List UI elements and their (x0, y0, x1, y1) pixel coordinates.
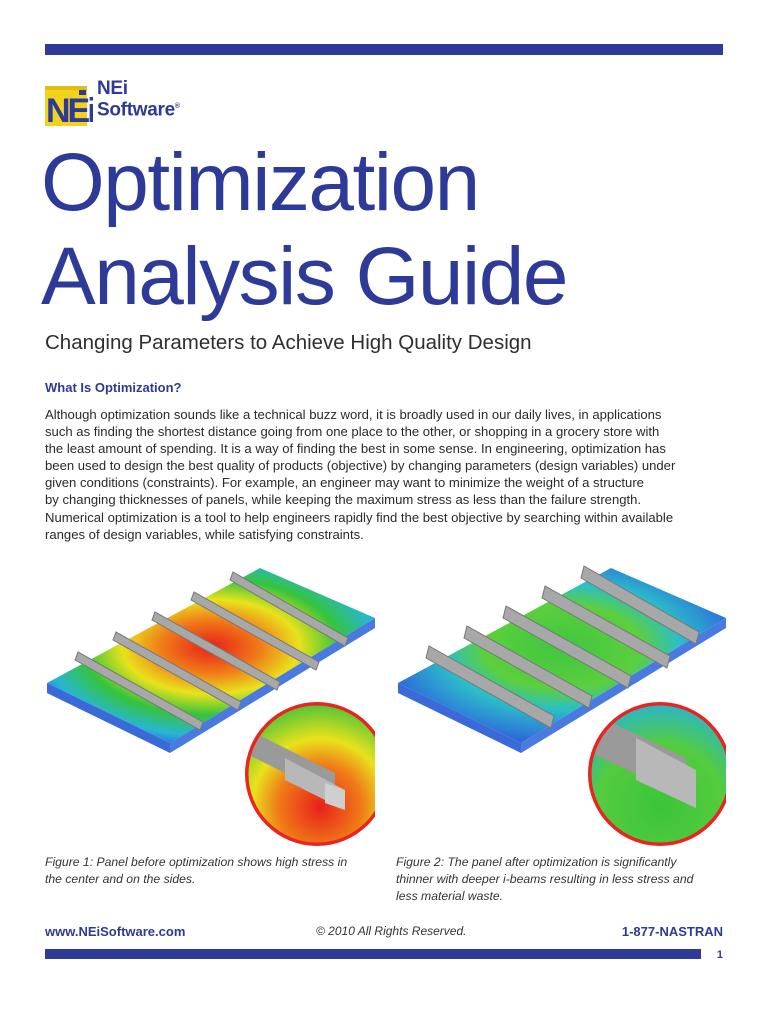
registered-mark: ® (174, 103, 180, 110)
page-number: 1 (716, 949, 723, 961)
nei-logo-mark-icon: NEi (45, 80, 98, 130)
caption-line: less material waste. (396, 889, 504, 903)
body-paragraph: Although optimization sounds like a tech… (45, 406, 725, 543)
title-line-1: Optimization (41, 137, 480, 228)
figure-2-caption: Figure 2: The panel after optimization i… (396, 854, 716, 905)
footer-copyright: © 2010 All Rights Reserved. (316, 924, 467, 938)
logo-line-1: NEi (97, 78, 128, 99)
caption-line: the center and on the sides. (45, 872, 196, 886)
logo-mark-text: NEi (46, 92, 93, 128)
nei-software-logo: NEi NEi Software® (45, 78, 180, 130)
body-line: Numerical optimization is a tool to help… (45, 509, 674, 525)
caption-line: Figure 1: Panel before optimization show… (45, 855, 348, 869)
page-subtitle: Changing Parameters to Achieve High Qual… (45, 331, 532, 354)
section-heading: What Is Optimization? (45, 380, 182, 395)
footer-phone-number: 1-877-NASTRAN (621, 924, 723, 939)
figure-1-caption: Figure 1: Panel before optimization show… (45, 854, 375, 888)
bottom-rule (45, 949, 701, 959)
top-rule (45, 44, 723, 55)
body-line: ranges of design variables, while satisf… (45, 526, 364, 542)
body-line: such as finding the shortest distance go… (45, 424, 660, 440)
footer-website-link[interactable]: www.NEiSoftware.com (45, 924, 186, 939)
body-line: been used to design the best quality of … (45, 458, 676, 474)
caption-line: thinner with deeper i-beams resulting in… (396, 872, 694, 886)
figure-2-optimized-panel-image (396, 558, 732, 850)
figure-1-stress-panel-image (45, 558, 389, 850)
logo-wordmark: NEi Software® (97, 78, 180, 121)
body-line: the least amount of spending. It is a wa… (45, 441, 666, 457)
logo-line-2: Software (97, 99, 175, 121)
body-line: Although optimization sounds like a tech… (45, 407, 662, 422)
body-line: by changing thicknesses of panels, while… (45, 492, 642, 508)
title-line-2: Analysis Guide (41, 231, 568, 322)
page-title: Optimization Analysis Guide (41, 136, 568, 324)
caption-line: Figure 2: The panel after optimization i… (396, 855, 677, 869)
body-line: given conditions (constraints). For exam… (45, 475, 644, 491)
